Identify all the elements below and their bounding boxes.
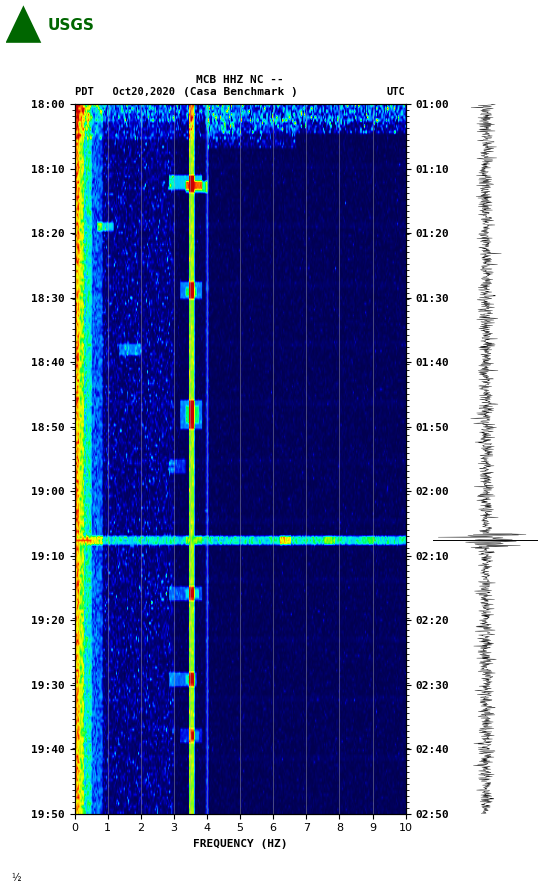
Text: USGS: USGS xyxy=(47,19,94,34)
Text: (Casa Benchmark ): (Casa Benchmark ) xyxy=(183,87,298,97)
Polygon shape xyxy=(6,5,41,43)
Text: PDT   Oct20,2020: PDT Oct20,2020 xyxy=(75,87,174,97)
X-axis label: FREQUENCY (HZ): FREQUENCY (HZ) xyxy=(193,838,288,849)
Text: ½: ½ xyxy=(11,873,20,883)
Text: MCB HHZ NC --: MCB HHZ NC -- xyxy=(197,75,284,85)
Text: UTC: UTC xyxy=(387,87,406,97)
